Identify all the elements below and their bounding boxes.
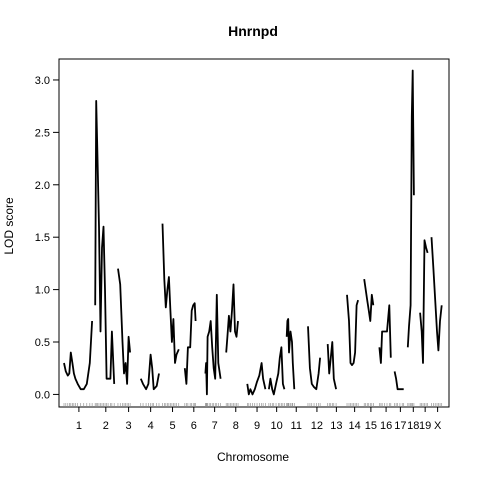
x-tick-label: 6	[191, 420, 197, 432]
lod-line	[430, 237, 443, 352]
lod-line	[204, 293, 222, 396]
x-tick-label: 19	[419, 420, 431, 432]
lod-line	[378, 304, 392, 364]
x-tick-label: 12	[311, 420, 323, 432]
y-tick-label: 2.0	[35, 180, 50, 192]
lod-line	[161, 223, 180, 364]
x-tick-label: X	[434, 420, 442, 432]
x-tick-label: 4	[148, 420, 154, 432]
lod-lines	[63, 69, 443, 396]
x-axis: 1 2 3 4 5 6 7 8 9 10 11 12 13 14 15 16 17 18 19 X	[76, 407, 442, 432]
lod-line	[326, 341, 337, 390]
y-tick-label: 0.5	[35, 337, 50, 349]
chart-title: Hnrnpd	[228, 23, 278, 39]
lod-line	[268, 346, 286, 396]
x-axis-label: Chromosome	[217, 450, 289, 464]
lod-line	[406, 69, 415, 348]
x-tick-label: 17	[394, 420, 406, 432]
x-tick-label: 16	[380, 420, 392, 432]
y-tick-label: 1.5	[35, 232, 50, 244]
x-tick-label: 3	[126, 420, 132, 432]
x-tick-label: 15	[365, 420, 377, 432]
x-tick-label: 11	[291, 420, 302, 432]
y-axis: 0.0 0.5 1.0 1.5 2.0 2.5 3.0	[35, 75, 59, 401]
lod-line	[346, 294, 359, 367]
x-tick-label: 5	[169, 420, 175, 432]
y-tick-label: 1.0	[35, 285, 50, 297]
lod-line	[94, 100, 116, 384]
x-tick-label: 1	[76, 420, 82, 432]
lod-line	[225, 283, 239, 353]
lod-line	[393, 371, 404, 391]
lod-line	[139, 353, 160, 391]
x-tick-label: 7	[212, 420, 218, 432]
lod-line	[117, 268, 131, 385]
lod-line	[419, 239, 429, 364]
lod-line	[183, 302, 197, 385]
x-tick-label: 14	[348, 420, 360, 432]
y-tick-label: 0.0	[35, 389, 50, 401]
lod-line	[363, 278, 375, 322]
x-tick-label: 9	[254, 420, 260, 432]
x-tick-label: 13	[330, 420, 342, 432]
y-tick-label: 3.0	[35, 75, 50, 87]
x-tick-label: 8	[233, 420, 239, 432]
y-axis-label: LOD score	[2, 197, 16, 255]
x-tick-label: 2	[103, 420, 109, 432]
lod-line	[285, 318, 296, 390]
lod-line	[307, 326, 321, 391]
plot-frame	[58, 58, 450, 408]
x-tick-label: 10	[271, 420, 283, 432]
lod-line	[63, 320, 93, 391]
lod-line	[246, 362, 267, 396]
marker-ticks	[63, 403, 443, 407]
y-tick-label: 2.5	[35, 127, 50, 139]
x-tick-label: 18	[407, 420, 419, 432]
